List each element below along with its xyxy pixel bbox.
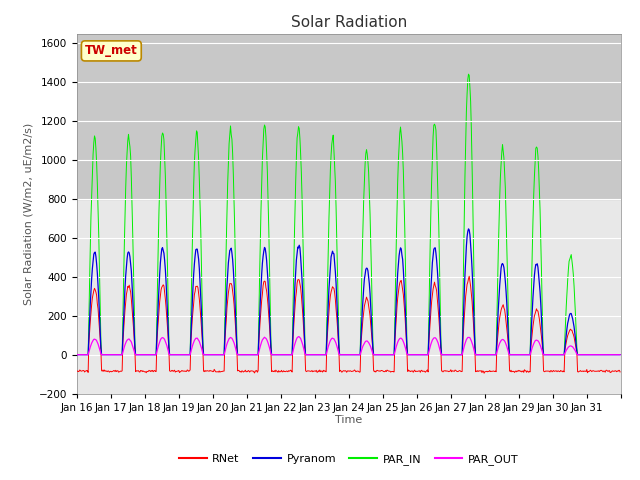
Y-axis label: Solar Radiation (W/m2, uE/m2/s): Solar Radiation (W/m2, uE/m2/s) [23,122,33,305]
X-axis label: Time: Time [335,415,362,425]
Title: Solar Radiation: Solar Radiation [291,15,407,30]
Bar [77,34,621,199]
Legend: RNet, Pyranom, PAR_IN, PAR_OUT: RNet, Pyranom, PAR_IN, PAR_OUT [175,450,523,469]
Text: TW_met: TW_met [85,44,138,58]
